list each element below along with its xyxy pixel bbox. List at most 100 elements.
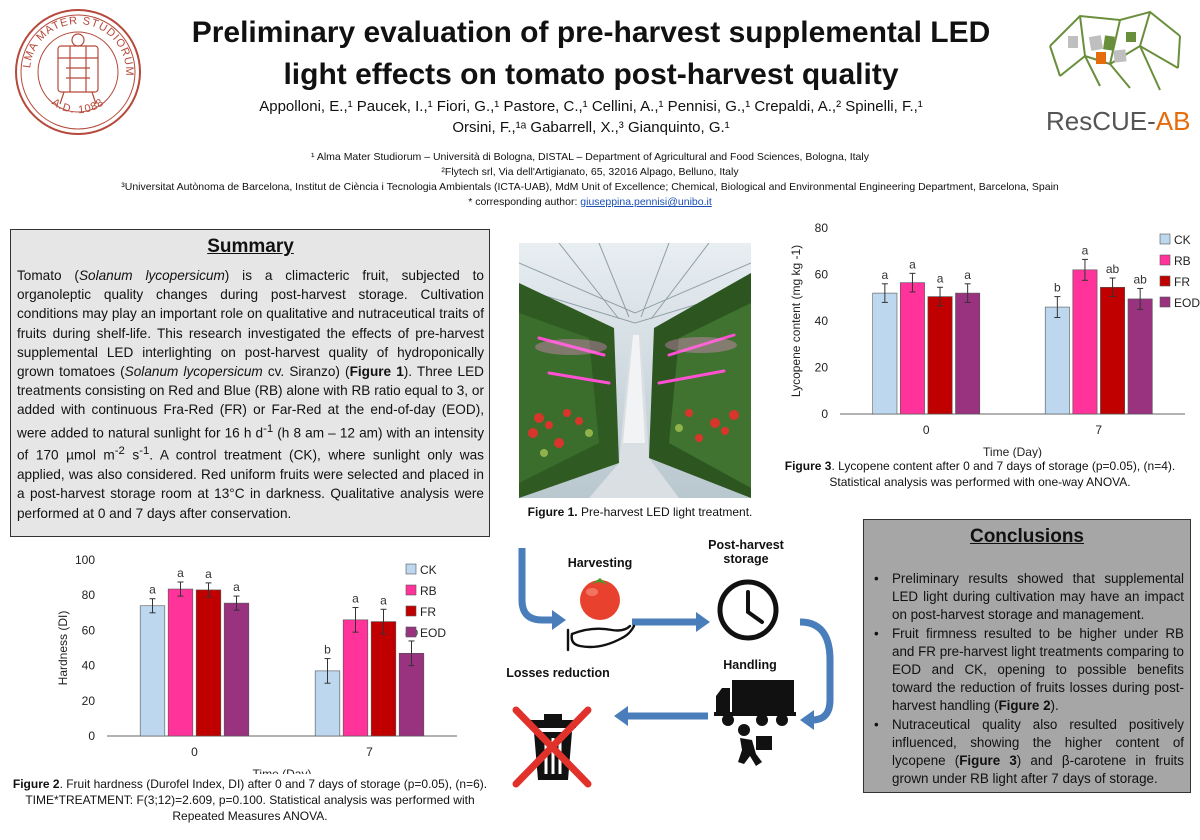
tomato-icon xyxy=(580,578,620,620)
y-tick-label: 100 xyxy=(75,553,95,567)
hand-icon xyxy=(566,624,636,652)
corresponding-email-link[interactable]: giuseppina.pennisi@unibo.it xyxy=(580,196,712,208)
legend-swatch xyxy=(1159,233,1171,245)
bar xyxy=(342,619,369,737)
summary-heading: Summary xyxy=(207,236,294,257)
cross-icon xyxy=(512,706,592,788)
bar xyxy=(1044,306,1070,415)
legend-swatch xyxy=(405,626,417,638)
conclusion-item: Nutraceutical quality also resulted posi… xyxy=(870,716,1184,789)
significance-letter: b xyxy=(324,643,331,657)
legend-label: FR xyxy=(1174,275,1190,289)
post-harvest-flow-diagram: Harvesting Post-harvest storage Handling … xyxy=(500,530,840,820)
y-axis-label: Lycopene content (mg kg -1) xyxy=(789,245,803,397)
clock-icon xyxy=(717,579,779,641)
significance-letter: b xyxy=(1054,281,1061,295)
x-tick-label: 7 xyxy=(366,745,373,759)
flow-arrow-start xyxy=(518,548,552,624)
affiliation-1: ¹ Alma Mater Studiorum – Università di B… xyxy=(311,151,869,163)
authors-line-2: Orsini, F.,¹ᵃ Gabarrell, X.,³ Gianquinto… xyxy=(452,119,730,136)
legend-label: CK xyxy=(1174,233,1191,247)
y-axis-label: Hardness (DI) xyxy=(56,611,70,686)
legend-swatch xyxy=(1159,254,1171,266)
bar xyxy=(139,605,166,737)
poster-title: Preliminary evaluation of pre-harvest su… xyxy=(150,12,1032,96)
conclusions-heading: Conclusions xyxy=(969,526,1084,547)
summary-box: Summary Tomato (Solanum lycopersicum) is… xyxy=(10,229,490,537)
legend-swatch xyxy=(405,584,417,596)
corresponding-prefix: * corresponding author: xyxy=(468,196,578,208)
figure-3-caption: Figure 3. Lycopene content after 0 and 7… xyxy=(784,459,1176,489)
significance-letter: a xyxy=(964,268,971,282)
y-tick-label: 0 xyxy=(88,729,95,743)
affiliation-3: ³Universitat Autònoma de Barcelona, Inst… xyxy=(121,181,1059,193)
truck-icon xyxy=(714,680,796,726)
legend-label: EOD xyxy=(1174,296,1200,310)
svg-text:ResCUE-AB: ResCUE-AB xyxy=(1046,106,1190,136)
significance-letter: a xyxy=(937,271,944,285)
bar xyxy=(872,292,898,415)
significance-letter: a xyxy=(149,583,156,597)
legend-label: RB xyxy=(420,584,437,598)
bar xyxy=(1072,269,1098,415)
bar xyxy=(927,296,953,415)
authors-line-1: Appolloni, E.,¹ Paucek, I.,¹ Fiori, G.,¹… xyxy=(259,98,923,115)
bar xyxy=(955,292,981,415)
bar xyxy=(900,282,925,415)
greenhouse-led-photo xyxy=(519,243,751,498)
bar xyxy=(1127,298,1153,415)
significance-letter: a xyxy=(205,567,212,581)
y-tick-label: 0 xyxy=(821,407,828,421)
x-tick-label: 0 xyxy=(923,423,930,437)
figure-2-caption: Figure 2. Fruit hardness (Durofel Index,… xyxy=(12,777,488,823)
x-tick-label: 7 xyxy=(1095,423,1102,437)
author-list: Appolloni, E.,¹ Paucek, I.,¹ Fiori, G.,¹… xyxy=(170,96,1012,138)
lycopene-chart: 0 20 40 60 80 Lycopene content (mg kg -1) Time… xyxy=(789,221,1200,458)
x-axis-label: Time (Day) xyxy=(253,767,312,774)
bin-icon xyxy=(530,714,576,780)
flow-label-handling: Handling xyxy=(723,658,777,672)
significance-letter: a xyxy=(1082,243,1089,257)
significance-letter: a xyxy=(177,566,184,580)
significance-letter: a xyxy=(380,593,387,607)
legend-swatch xyxy=(1159,275,1171,287)
conclusion-item: Fruit firmness resulted to be higher und… xyxy=(870,625,1184,716)
y-tick-label: 80 xyxy=(815,221,829,235)
university-seal-logo: ALMA MATER STUDIORUM A.D. 1088 xyxy=(14,8,141,135)
significance-letter: ab xyxy=(1106,262,1120,276)
corresponding-author: * corresponding author: giuseppina.penni… xyxy=(60,195,1120,210)
significance-letter: ab xyxy=(1133,272,1147,286)
x-axis-label: Time (Day) xyxy=(983,445,1042,458)
title-line-2: light effects on tomato post-harvest qua… xyxy=(283,58,899,91)
legend-swatch xyxy=(1159,296,1171,308)
summary-text: Tomato (Solanum lycopersicum) is a clima… xyxy=(17,268,485,521)
y-tick-label: 20 xyxy=(82,694,96,708)
legend-label: CK xyxy=(420,563,437,577)
rescue-logo-accent: AB xyxy=(1156,106,1190,136)
hardness-chart: 0 20 40 60 80 100 Hardness (DI) Time (Day) 0 a a a a… xyxy=(56,553,457,774)
conclusions-list: Preliminary results showed that suppleme… xyxy=(870,570,1184,788)
flow-label-losses: Losses reduction xyxy=(506,666,610,680)
significance-letter: a xyxy=(882,268,889,282)
affiliation-2: ²Flytech srl, Via dell'Artigianato, 65, … xyxy=(441,166,739,178)
flow-label-harvesting: Harvesting xyxy=(567,556,633,570)
conclusions-box: Conclusions Preliminary results showed t… xyxy=(863,519,1191,793)
legend-label: FR xyxy=(420,605,436,619)
y-tick-label: 60 xyxy=(82,623,96,637)
bar xyxy=(167,588,194,737)
y-tick-label: 40 xyxy=(82,659,96,673)
y-tick-label: 20 xyxy=(815,361,829,375)
affiliations: ¹ Alma Mater Studiorum – Università di B… xyxy=(60,150,1120,210)
significance-letter: a xyxy=(352,592,359,606)
legend-swatch xyxy=(405,605,417,617)
bar xyxy=(195,589,222,737)
rescue-ab-logo: ResCUE-AB xyxy=(1046,10,1190,136)
legend-swatch xyxy=(405,563,417,575)
legend-label: EOD xyxy=(420,626,446,640)
y-tick-label: 40 xyxy=(815,314,829,328)
figure-1-caption: Figure 1. Pre-harvest LED light treatmen… xyxy=(527,505,753,519)
legend-label: RB xyxy=(1174,254,1191,268)
conclusion-item: Preliminary results showed that suppleme… xyxy=(870,570,1184,625)
y-tick-label: 80 xyxy=(82,588,96,602)
significance-letter: a xyxy=(909,257,916,271)
